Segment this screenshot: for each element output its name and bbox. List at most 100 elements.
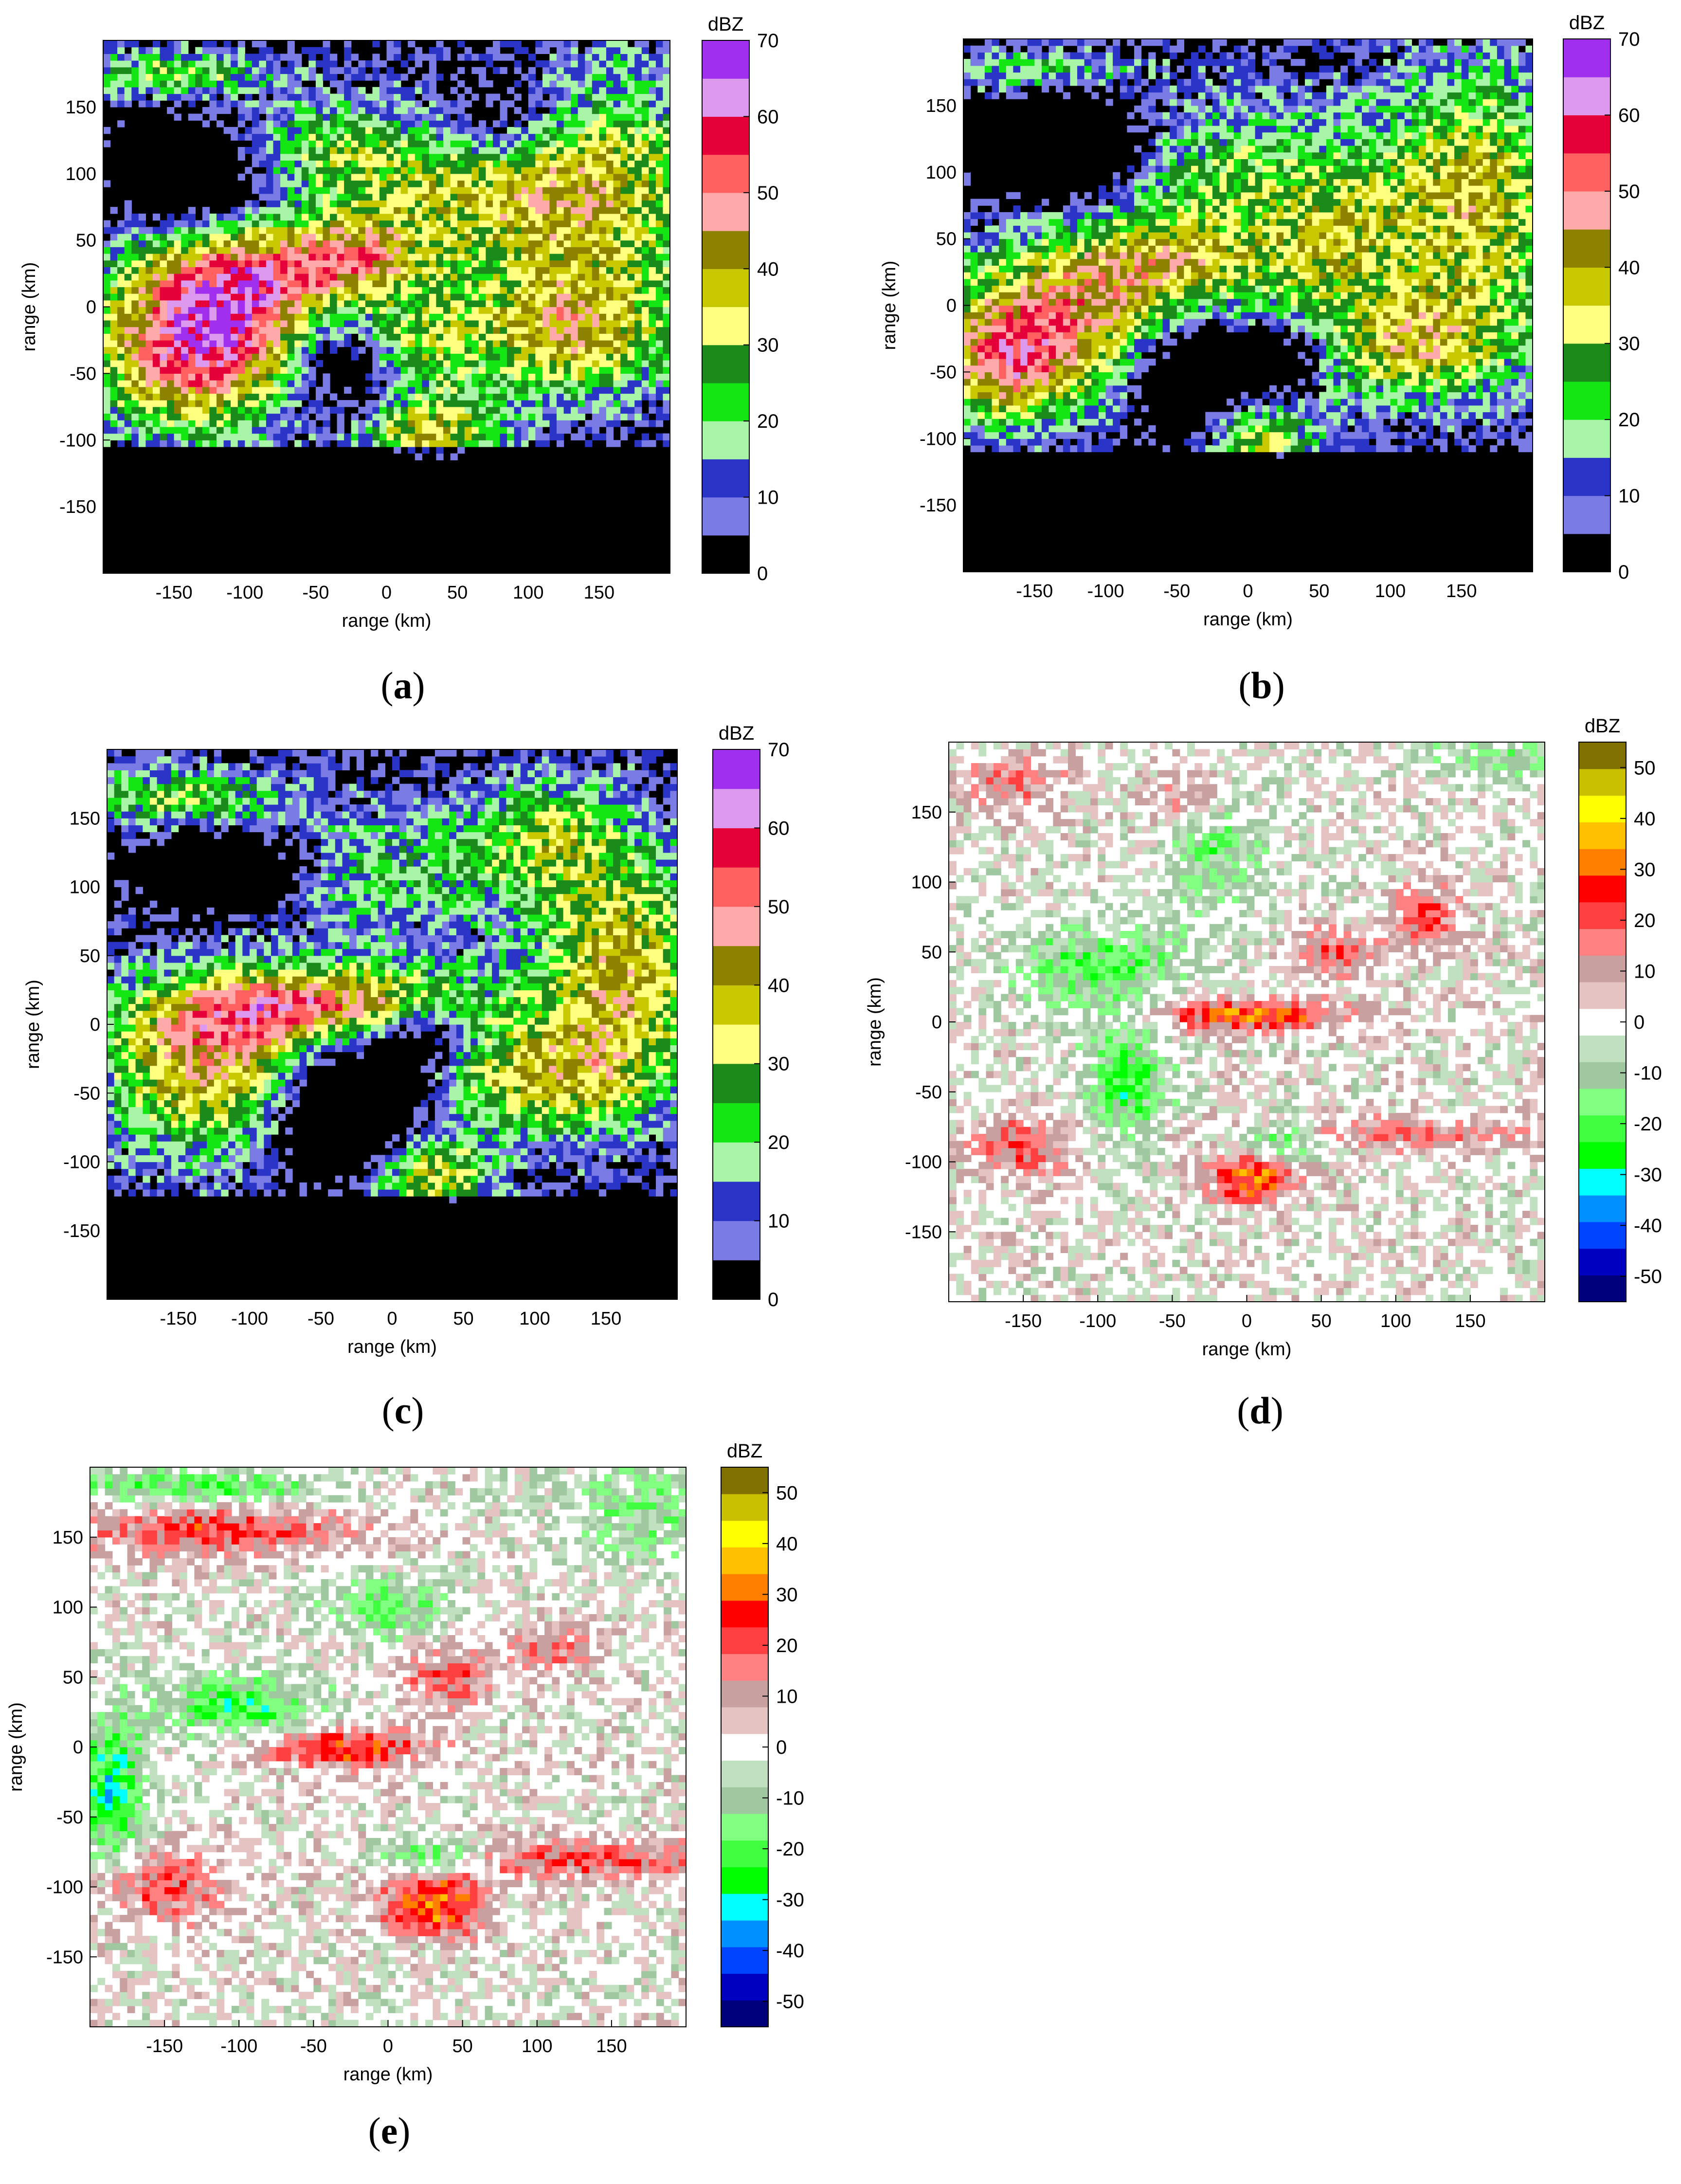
heatmap-cell [394, 427, 401, 434]
heatmap-cell [408, 267, 415, 273]
heatmap-cell [273, 214, 281, 220]
heatmap-cell [280, 194, 288, 200]
heatmap-cell [266, 313, 273, 320]
heatmap-cell [557, 280, 564, 287]
heatmap-cell [245, 114, 252, 121]
heatmap-cell [500, 147, 507, 154]
heatmap-cell [649, 407, 656, 414]
heatmap-cell [330, 214, 337, 220]
heatmap-cell [599, 254, 606, 260]
heatmap-cell [1468, 419, 1476, 425]
heatmap-cell [528, 114, 536, 121]
heatmap-cell [153, 54, 160, 60]
heatmap-cell [443, 127, 451, 134]
heatmap-cell [628, 380, 635, 387]
heatmap-cell [1020, 412, 1028, 419]
heatmap-cell [451, 287, 458, 293]
heatmap-cell [507, 327, 514, 334]
heatmap-cell [209, 67, 217, 74]
heatmap-cell [493, 440, 500, 447]
heatmap-cell [202, 67, 210, 74]
heatmap-cell [592, 327, 599, 334]
heatmap-cell [606, 194, 614, 200]
heatmap-cell [252, 154, 259, 161]
heatmap-cell [592, 67, 599, 74]
heatmap-cell [1049, 392, 1056, 399]
heatmap-cell [358, 60, 365, 67]
heatmap-cell [294, 313, 302, 320]
heatmap-cell [436, 227, 443, 234]
heatmap-cell [308, 313, 316, 320]
heatmap-cell [153, 234, 160, 240]
heatmap-cell [564, 207, 571, 214]
heatmap-cell [549, 347, 557, 354]
heatmap-cell [656, 107, 663, 114]
heatmap-cell [443, 267, 451, 273]
heatmap-cell [358, 240, 365, 247]
heatmap-cell [415, 47, 422, 54]
heatmap-cell [266, 407, 273, 414]
heatmap-cell [429, 360, 436, 367]
heatmap-cell [174, 320, 181, 327]
heatmap-cell [195, 307, 202, 314]
heatmap-cell [167, 414, 174, 420]
heatmap-cell [259, 147, 266, 154]
heatmap-cell [372, 54, 380, 60]
heatmap-cell [252, 67, 259, 74]
heatmap-cell [415, 107, 422, 114]
heatmap-cell [302, 353, 309, 360]
heatmap-cell [245, 313, 252, 320]
heatmap-cell [372, 180, 380, 187]
heatmap-cell [153, 340, 160, 347]
heatmap-cell [153, 360, 160, 367]
heatmap-cell [649, 293, 656, 300]
heatmap-cell [656, 227, 663, 234]
heatmap-cell [599, 47, 606, 54]
heatmap-cell [380, 154, 387, 161]
heatmap-cell [528, 214, 536, 220]
heatmap-cell [308, 427, 316, 434]
heatmap-cell [557, 40, 564, 47]
heatmap-cell [280, 400, 288, 407]
heatmap-cell [514, 207, 522, 214]
heatmap-cell [1305, 445, 1312, 452]
heatmap-cell [493, 313, 500, 320]
heatmap-cell [507, 200, 514, 207]
heatmap-cell [330, 300, 337, 307]
heatmap-cell [245, 427, 252, 434]
heatmap-cell [634, 187, 642, 194]
heatmap-cell [1205, 425, 1212, 432]
heatmap-cell [110, 94, 118, 101]
heatmap-cell [238, 134, 245, 141]
heatmap-cell [999, 419, 1006, 425]
heatmap-cell [549, 320, 557, 327]
heatmap-cell [273, 414, 281, 420]
heatmap-cell [259, 120, 266, 127]
heatmap-cell [599, 360, 606, 367]
heatmap-cell [308, 287, 316, 293]
heatmap-cell [280, 114, 288, 121]
heatmap-cell [280, 254, 288, 260]
heatmap-cell [181, 380, 188, 387]
heatmap-cell [316, 60, 323, 67]
heatmap-cell [507, 40, 514, 47]
heatmap-cell [181, 333, 188, 340]
heatmap-cell [535, 254, 542, 260]
heatmap-cell [252, 187, 259, 194]
heatmap-cell [280, 333, 288, 340]
heatmap-cell [521, 367, 528, 374]
heatmap-cell [1376, 412, 1383, 419]
heatmap-cell [528, 167, 536, 174]
heatmap-cell [1319, 438, 1326, 445]
heatmap-cell [1340, 445, 1348, 452]
heatmap-cell [1056, 419, 1063, 425]
heatmap-cell [153, 254, 160, 260]
heatmap-cell [160, 280, 167, 287]
heatmap-cell [401, 187, 408, 194]
heatmap-cell [429, 427, 436, 434]
heatmap-cell [1348, 405, 1355, 412]
heatmap-cell [330, 100, 337, 107]
heatmap-cell [457, 234, 465, 240]
heatmap-cell [316, 73, 323, 80]
heatmap-cell [557, 287, 564, 293]
